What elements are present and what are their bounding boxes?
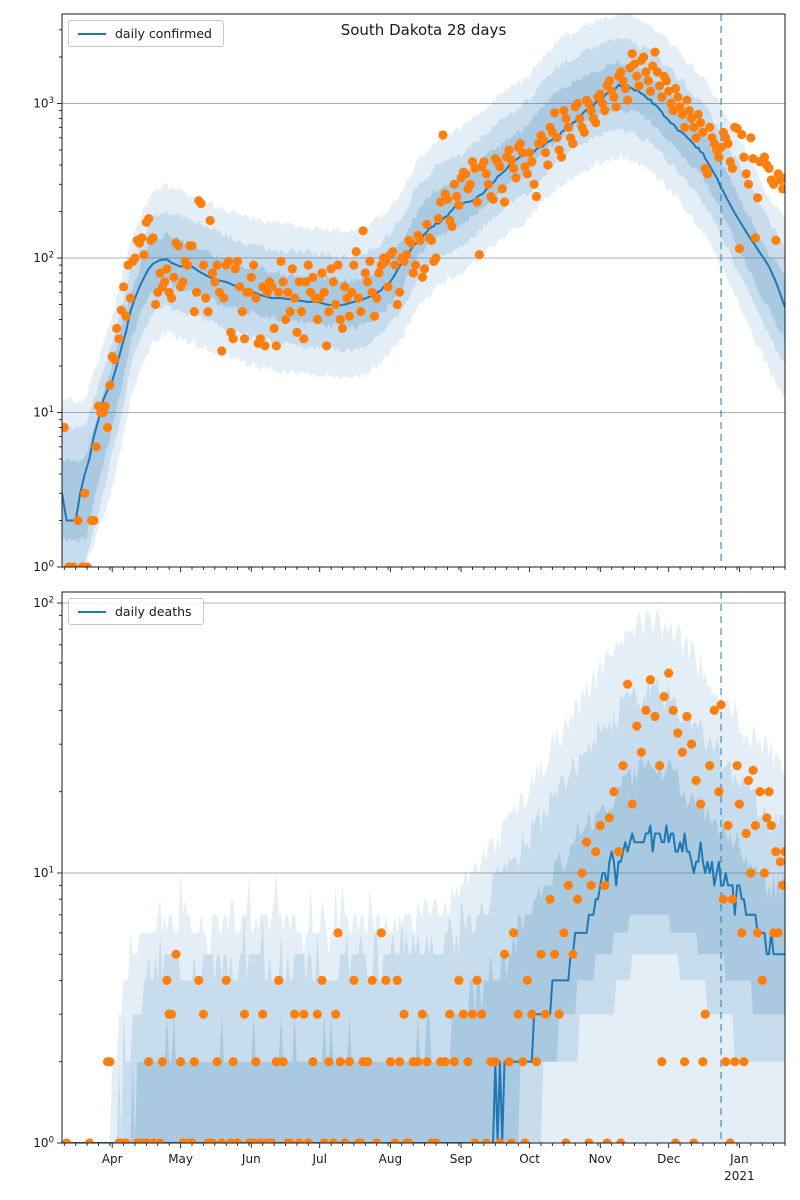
chart-title: South Dakota 28 days bbox=[340, 21, 507, 39]
confirmed-y-tick-labels: 100 101 102 103 bbox=[33, 96, 54, 574]
deaths-median-line bbox=[62, 824, 785, 1143]
confirmed-scatter-points bbox=[62, 47, 785, 567]
deaths-y-tick-labels: 100 101 102 bbox=[33, 596, 54, 1151]
legend-label-deaths: daily deaths bbox=[115, 604, 192, 619]
svg-text:103: 103 bbox=[33, 96, 54, 111]
deaths-y-ticks bbox=[57, 602, 62, 1144]
svg-text:Jun: Jun bbox=[241, 1152, 261, 1166]
confirmed-y-ticks bbox=[57, 29, 62, 568]
svg-text:Aug: Aug bbox=[379, 1152, 402, 1166]
svg-text:May: May bbox=[168, 1152, 193, 1166]
svg-text:101: 101 bbox=[33, 405, 54, 420]
deaths-x-ticks bbox=[63, 1143, 786, 1148]
svg-text:Jul: Jul bbox=[311, 1152, 326, 1166]
deaths-axes-frame bbox=[61, 591, 786, 1144]
svg-text:100: 100 bbox=[33, 560, 54, 575]
legend-daily-deaths: daily deaths bbox=[68, 598, 204, 625]
year-label: 2021 bbox=[724, 1169, 755, 1183]
svg-text:Dec: Dec bbox=[657, 1152, 680, 1166]
svg-text:100: 100 bbox=[33, 1136, 54, 1151]
confirmed-axes-frame bbox=[61, 13, 786, 568]
confirmed-x-ticks bbox=[63, 567, 786, 572]
svg-text:Nov: Nov bbox=[589, 1152, 612, 1166]
svg-text:Sep: Sep bbox=[450, 1152, 473, 1166]
svg-text:102: 102 bbox=[33, 596, 54, 611]
svg-text:Apr: Apr bbox=[102, 1152, 123, 1166]
legend-label-confirmed: daily confirmed bbox=[115, 26, 212, 41]
svg-text:Oct: Oct bbox=[519, 1152, 540, 1166]
deaths-scatter-points bbox=[62, 668, 785, 1143]
legend-line-sample-confirmed bbox=[78, 32, 106, 35]
svg-text:102: 102 bbox=[33, 251, 54, 266]
x-tick-labels: Apr May Jun Jul Aug Sep Oct Nov Dec Jan 2021 bbox=[102, 1152, 755, 1183]
legend-line-sample-deaths bbox=[78, 610, 106, 613]
svg-text:101: 101 bbox=[33, 866, 54, 881]
confirmed-band-outer bbox=[62, 14, 785, 567]
confirmed-median-line bbox=[62, 83, 785, 522]
legend-daily-confirmed: daily confirmed bbox=[68, 20, 224, 47]
svg-text:Jan: Jan bbox=[729, 1152, 749, 1166]
deaths-band-outer bbox=[107, 607, 785, 1143]
